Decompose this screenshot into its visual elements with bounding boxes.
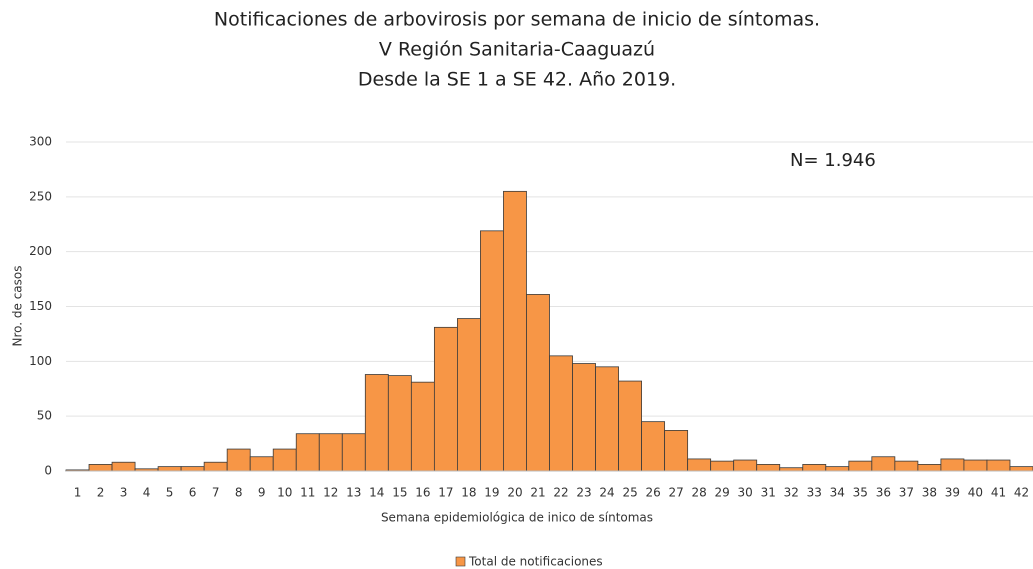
bar [572,363,596,472]
x-tick-label: 14 [369,486,384,500]
bar [364,374,389,472]
bar [664,430,689,472]
bar [457,318,481,472]
bar [226,448,251,472]
x-tick-label: 23 [576,486,591,500]
x-tick-label: 32 [784,486,799,500]
bar [917,464,942,472]
x-tick-label: 17 [438,486,453,500]
y-tick-label: 250 [29,189,52,203]
x-tick-label: 5 [166,486,174,500]
bar [802,464,827,472]
x-tick-label: 28 [692,486,707,500]
bar [157,466,182,472]
bar [871,456,896,472]
x-tick-label: 13 [346,486,361,500]
x-tick-label: 1 [74,486,82,500]
x-tick-label: 2 [97,486,105,500]
bar [756,464,781,472]
bar [480,230,504,472]
x-tick-label: 25 [622,486,637,500]
y-tick-label: 50 [37,409,52,423]
bar [894,460,919,472]
y-tick-label: 300 [29,135,52,149]
x-tick-label: 10 [277,486,292,500]
bar [549,355,573,472]
bar [410,381,435,472]
x-tick-label: 7 [212,486,220,500]
x-tick-label: 41 [991,486,1006,500]
x-tick-label: 19 [484,486,499,500]
chart-title: Notificaciones de arbovirosis por semana… [214,9,820,31]
y-tick-label: 200 [29,244,52,258]
x-tick-label: 29 [715,486,730,500]
bar [963,459,988,472]
bar [295,433,320,472]
bar [986,459,1011,472]
x-tick-label: 26 [645,486,660,500]
bar [180,466,205,472]
x-tick-label: 21 [530,486,545,500]
x-tick-label: 4 [143,486,151,500]
chart-title: Desde la SE 1 a SE 42. Año 2019. [358,69,676,91]
x-tick-label: 3 [120,486,128,500]
bar [641,421,666,472]
x-tick-label: 18 [461,486,476,500]
annotation: N= 1.946 [790,150,876,171]
bar [848,460,873,472]
y-axis-label: Nro. de casos [11,265,25,346]
x-tick-label: 22 [553,486,568,500]
x-tick-label: 37 [899,486,914,500]
bar [1009,466,1033,472]
x-tick-label: 27 [668,486,683,500]
x-tick-label: 6 [189,486,197,500]
x-axis-label: Semana epidemiológica de inico de síntom… [381,511,653,525]
x-tick-label: 11 [300,486,315,500]
legend-swatch [455,556,466,567]
x-tick-label: 20 [507,486,522,500]
bar [88,464,113,472]
x-tick-label: 31 [761,486,776,500]
x-tick-label: 34 [830,486,845,500]
bar [710,460,735,472]
bar [503,190,527,472]
bar [526,294,550,472]
x-tick-label: 8 [235,486,243,500]
legend-label: Total de notificaciones [468,555,603,569]
bar [940,458,965,472]
x-tick-label: 16 [415,486,430,500]
x-tick-label: 30 [738,486,753,500]
x-tick-label: 39 [945,486,960,500]
bar [825,466,850,472]
bar [733,459,758,472]
x-tick-label: 36 [876,486,891,500]
x-tick-label: 42 [1014,486,1029,500]
bar [203,461,228,472]
bar [687,458,712,472]
x-tick-label: 24 [599,486,614,500]
bar [272,448,297,472]
x-tick-label: 9 [258,486,266,500]
bar [387,375,412,472]
bar [433,326,458,472]
y-tick-label: 100 [29,354,52,368]
x-tick-label: 12 [323,486,338,500]
y-tick-label: 0 [44,464,52,478]
bar [249,456,274,472]
bar [595,366,619,472]
bar [111,461,136,472]
x-tick-label: 33 [807,486,822,500]
chart-title: V Región Sanitaria-Caaguazú [379,39,655,61]
x-tick-label: 38 [922,486,937,500]
x-tick-label: 15 [392,486,407,500]
bar [318,433,343,472]
y-tick-label: 150 [29,299,52,313]
bar [341,433,366,472]
x-tick-label: 35 [853,486,868,500]
bar [618,380,642,472]
x-tick-label: 40 [968,486,983,500]
